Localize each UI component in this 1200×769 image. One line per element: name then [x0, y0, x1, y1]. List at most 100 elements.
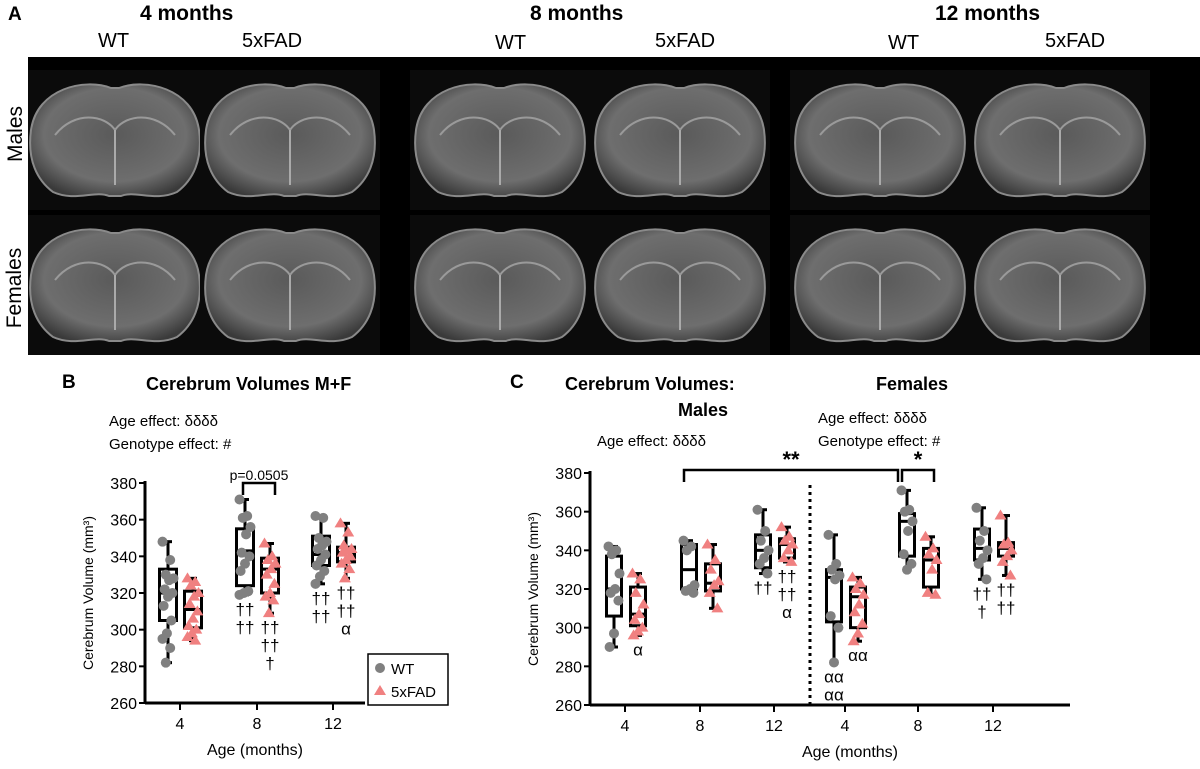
- significance-mark: α: [341, 619, 351, 638]
- data-point: [260, 568, 273, 579]
- data-point: [627, 629, 640, 640]
- data-point: [164, 575, 175, 586]
- data-point: [701, 538, 714, 549]
- data-point: [245, 522, 256, 532]
- data-point: [922, 548, 935, 559]
- data-point: [927, 542, 940, 553]
- box-5xFAD-8: †††††: [258, 537, 282, 673]
- significance-mark: ††: [261, 618, 280, 637]
- data-point: [261, 554, 274, 564]
- data-point: [265, 563, 278, 574]
- data-point: [921, 586, 934, 597]
- x-axis-title: Age (months): [207, 742, 303, 759]
- significance-mark: αα: [824, 685, 844, 704]
- data-point: [336, 546, 349, 557]
- data-point: [982, 545, 993, 556]
- data-point: [334, 517, 347, 528]
- data-point: [857, 588, 870, 599]
- y-tick-label: 360: [555, 505, 582, 522]
- data-point: [896, 485, 907, 496]
- data-point: [755, 535, 766, 546]
- brain-slice-image: [970, 70, 1150, 210]
- data-point: [614, 568, 625, 579]
- data-point: [997, 538, 1010, 549]
- y-axis-title: Cerebrum Volume (mm³): [525, 512, 541, 666]
- significance-mark: †: [977, 602, 986, 621]
- significance-mark: ††: [778, 567, 797, 586]
- panel-a-label: A: [8, 4, 22, 25]
- sig-bracket-female-8: [900, 468, 936, 482]
- box-5xFAD-12: ††††α: [775, 521, 799, 622]
- significance-mark: ††: [312, 589, 331, 608]
- significance-mark: αα: [848, 646, 868, 665]
- data-point: [234, 494, 245, 505]
- y-tick-label: 280: [555, 659, 582, 676]
- data-point: [157, 633, 168, 644]
- data-point: [166, 615, 177, 626]
- mri-image-panel: [28, 57, 1200, 355]
- x-tick-label: 8: [253, 716, 262, 733]
- data-point: [338, 572, 351, 583]
- genotype-label: WT: [495, 32, 527, 54]
- sig-bracket-males-females: [682, 468, 900, 482]
- data-point: [183, 598, 196, 608]
- data-point: [848, 606, 861, 617]
- data-point: [854, 577, 867, 588]
- significance-mark: ††: [997, 580, 1016, 599]
- data-point: [1004, 569, 1017, 580]
- chart-B: 260 280 300 320 340 360 380 4 8 12 Age (months) Cer…: [80, 476, 365, 759]
- data-point: [165, 555, 176, 565]
- data-point: [258, 537, 271, 548]
- data-point: [184, 579, 197, 590]
- x-tick-label: 4: [621, 718, 630, 735]
- data-point: [680, 585, 691, 596]
- y-tick-label: 260: [555, 698, 582, 715]
- data-point: [335, 557, 348, 568]
- panel-b-title: Cerebrum Volumes M+F: [146, 374, 352, 394]
- significance-mark: ††: [337, 583, 356, 602]
- data-point: [314, 571, 325, 582]
- box-WT-12: ††††: [310, 511, 332, 626]
- brain-slice-image: [410, 215, 590, 355]
- genotype-effect: Genotype effect: #: [109, 436, 232, 453]
- box-WT-4: [603, 541, 625, 652]
- data-point: [778, 534, 791, 545]
- females-age-effect: Age effect: δδδδ: [818, 410, 928, 427]
- box-5xFAD-12: ††††α: [334, 517, 358, 638]
- data-point: [240, 558, 250, 569]
- panel-c-males-title: Males: [678, 400, 729, 420]
- data-point: [681, 545, 692, 556]
- data-point: [160, 657, 171, 668]
- data-point: [919, 530, 932, 541]
- data-point: [311, 560, 322, 571]
- genotype-label: 5xFAD: [242, 30, 303, 52]
- p-value-bracket-label: p=0.0505: [230, 467, 289, 483]
- genotype-label: 5xFAD: [655, 30, 716, 52]
- box-5xFAD-8: [701, 538, 725, 613]
- y-axis-title: Cerebrum Volume (mm³): [80, 516, 96, 670]
- box-5xFAD-4: [181, 572, 205, 645]
- brain-slice-image: [200, 70, 380, 210]
- data-point: [709, 554, 722, 564]
- data-point: [235, 566, 246, 576]
- data-point: [704, 563, 717, 574]
- data-point: [829, 657, 839, 668]
- data-point: [678, 535, 689, 546]
- data-point: [777, 552, 790, 563]
- significance-mark: †: [265, 654, 274, 673]
- panel-c-title: Cerebrum Volumes:: [565, 374, 735, 394]
- y-tick-label: 320: [555, 582, 582, 599]
- data-point: [310, 511, 321, 521]
- y-tick-label: 340: [555, 543, 582, 560]
- significance-mark: ††: [261, 636, 280, 655]
- age-title-4: 4 months: [140, 2, 234, 25]
- data-point: [825, 611, 836, 622]
- data-point: [979, 526, 990, 536]
- y-tick-label: 360: [110, 513, 137, 530]
- brain-slice-image: [200, 215, 380, 355]
- significance-mark: ††: [778, 585, 797, 604]
- data-point: [188, 590, 201, 601]
- data-point: [182, 620, 195, 630]
- y-tick-label: 300: [555, 621, 582, 638]
- data-point: [907, 516, 918, 527]
